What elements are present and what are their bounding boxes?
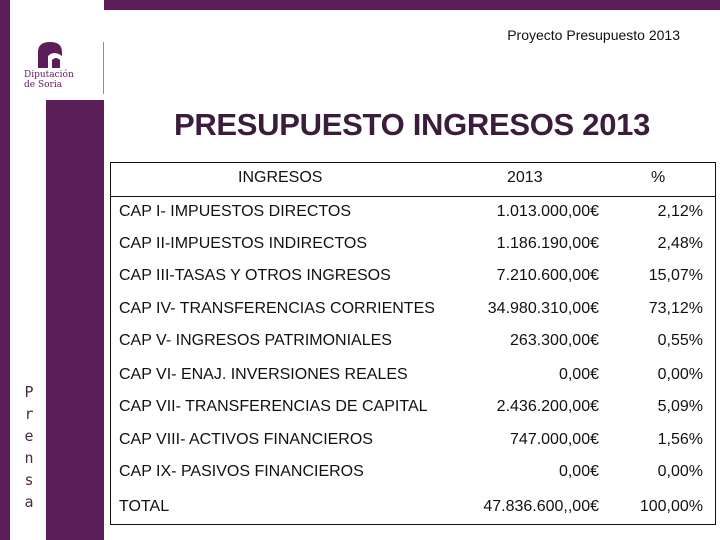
table-row: CAP VIII- ACTIVOS FINANCIEROS 747.000,00… — [111, 425, 715, 458]
row-amount: 34.980.310,00€ — [487, 300, 599, 317]
row-percent: 2,48% — [657, 235, 703, 252]
column-header-ingresos: INGRESOS — [238, 169, 323, 186]
side-label-letter: n — [24, 449, 34, 467]
table-row: CAP V- INGRESOS PATRIMONIALES 263.300,00… — [111, 326, 715, 359]
table-row: CAP IV- TRANSFERENCIAS CORRIENTES 34.980… — [111, 294, 715, 327]
row-percent: 15,07% — [648, 267, 703, 284]
row-percent: 1,56% — [657, 431, 703, 448]
row-percent: 73,12% — [648, 300, 703, 317]
top-accent-bar — [104, 0, 720, 10]
logo-text-line2: de Soria — [24, 80, 63, 90]
row-label: CAP VI- ENAJ. INVERSIONES REALES — [119, 366, 408, 383]
row-percent: 5,09% — [657, 398, 703, 415]
row-amount: 263.300,00€ — [510, 332, 599, 349]
row-label: TOTAL — [119, 498, 170, 515]
side-label-letter: P — [24, 383, 34, 401]
table-row: CAP VII- TRANSFERENCIAS DE CAPITAL 2.436… — [111, 392, 715, 425]
header-title: Proyecto Presupuesto 2013 — [507, 27, 680, 43]
page-title: PRESUPUESTO INGRESOS 2013 — [173, 107, 651, 142]
left-accent-bar — [0, 0, 10, 540]
row-percent: 2,12% — [657, 203, 703, 220]
row-label: CAP VII- TRANSFERENCIAS DE CAPITAL — [119, 398, 428, 415]
table-header: INGRESOS 2013 % — [111, 163, 715, 197]
row-amount: 747.000,00€ — [510, 431, 599, 448]
table-row: CAP I- IMPUESTOS DIRECTOS 1.013.000,00€ … — [111, 197, 715, 230]
row-percent: 100,00% — [639, 498, 703, 515]
table-row: CAP IX- PASIVOS FINANCIEROS 0,00€ 0,00% — [111, 457, 715, 490]
row-amount: 0,00€ — [558, 366, 599, 383]
row-label: CAP IV- TRANSFERENCIAS CORRIENTES — [119, 300, 435, 317]
row-percent: 0,55% — [657, 332, 703, 349]
row-amount: 47.836.600,,00€ — [483, 498, 599, 515]
column-header-percent: % — [651, 169, 666, 186]
diputacion-logo-icon — [38, 42, 62, 68]
logo-text-line1: Diputación — [24, 70, 74, 80]
logo-divider — [103, 42, 104, 94]
table-row-total: TOTAL 47.836.600,,00€ 100,00% — [111, 492, 715, 525]
row-amount: 1.186.190,00€ — [496, 235, 599, 252]
row-percent: 0,00% — [657, 366, 703, 383]
table-row: CAP II-IMPUESTOS INDIRECTOS 1.186.190,00… — [111, 229, 715, 262]
side-strip — [10, 100, 46, 540]
row-label: CAP I- IMPUESTOS DIRECTOS — [119, 203, 352, 220]
column-header-year: 2013 — [507, 169, 543, 186]
row-label: CAP IX- PASIVOS FINANCIEROS — [119, 463, 364, 480]
budget-table: INGRESOS 2013 % CAP I- IMPUESTOS DIRECTO… — [110, 162, 716, 525]
side-label-letter: r — [24, 405, 34, 423]
row-amount: 2.436.200,00€ — [496, 398, 599, 415]
row-amount: 1.013.000,00€ — [496, 203, 599, 220]
side-label-letter: a — [24, 493, 34, 511]
table-row: CAP VI- ENAJ. INVERSIONES REALES 0,00€ 0… — [111, 360, 715, 393]
row-amount: 7.210.600,00€ — [496, 267, 599, 284]
row-amount: 0,00€ — [558, 463, 599, 480]
row-label: CAP III-TASAS Y OTROS INGRESOS — [119, 267, 391, 284]
row-label: CAP VIII- ACTIVOS FINANCIEROS — [119, 431, 373, 448]
table-row: CAP III-TASAS Y OTROS INGRESOS 7.210.600… — [111, 261, 715, 294]
row-label: CAP V- INGRESOS PATRIMONIALES — [119, 332, 392, 349]
side-label-letter: s — [24, 471, 34, 489]
side-label-letter: e — [24, 427, 34, 445]
row-label: CAP II-IMPUESTOS INDIRECTOS — [119, 235, 368, 252]
row-percent: 0,00% — [657, 463, 703, 480]
